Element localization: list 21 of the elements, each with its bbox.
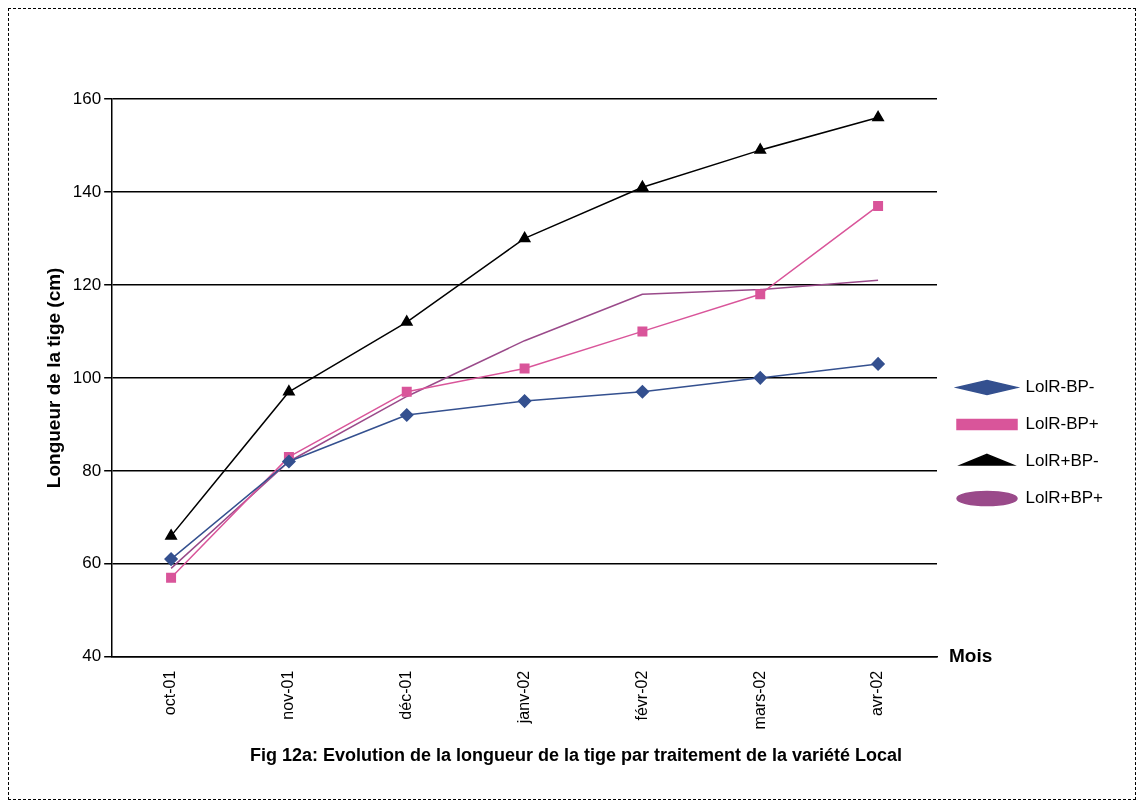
- x-tick-label: avr-02: [868, 670, 886, 717]
- legend-label: LolR+BP-: [1025, 451, 1099, 471]
- y-axis-title: Longueur de la tige (cm): [42, 267, 64, 489]
- legend-label: LolR-BP+: [1025, 414, 1099, 434]
- y-tick-label: 80: [82, 460, 102, 480]
- x-tick-label: oct-01: [161, 670, 179, 716]
- y-tick-label: 160: [72, 88, 102, 108]
- y-tick-label: 120: [72, 274, 102, 294]
- x-axis-title: Mois: [949, 644, 993, 666]
- x-tick-label: janv-02: [514, 670, 532, 725]
- x-tick-label: mars-02: [750, 670, 768, 730]
- x-tick-label: nov-01: [279, 670, 297, 720]
- legend-label: LolR+BP+: [1025, 488, 1104, 508]
- y-tick-label: 60: [82, 553, 102, 573]
- legend-label: LolR-BP-: [1025, 377, 1095, 397]
- y-tick-label: 40: [82, 646, 102, 666]
- y-tick-label: 140: [72, 181, 102, 201]
- text: Fig 12a: Evolution de la longueur de la tige par traitement de la variété Local: [249, 745, 903, 766]
- y-tick-label: 100: [72, 367, 102, 387]
- x-tick-label: févr-02: [632, 670, 650, 721]
- x-tick-label: déc-01: [397, 670, 415, 720]
